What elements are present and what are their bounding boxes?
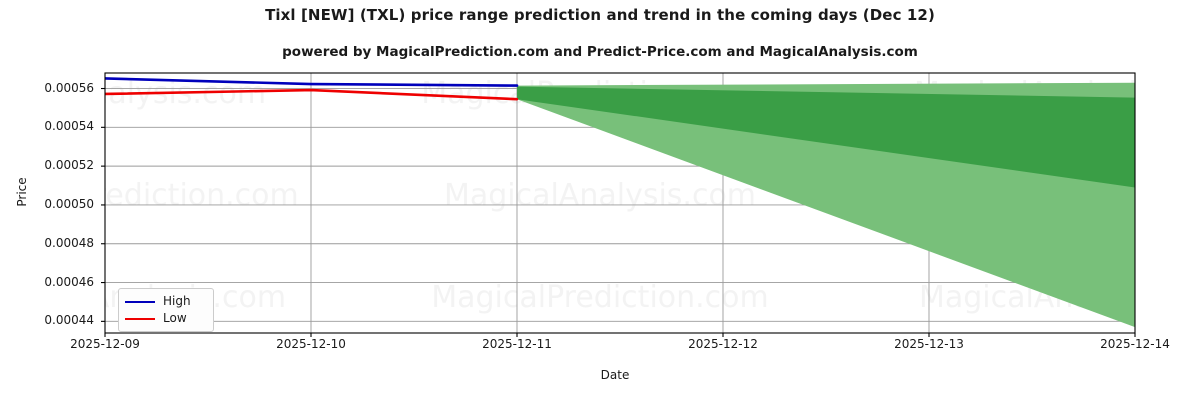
x-axis-title: Date (600, 368, 630, 382)
y-tick-label: 0.00052 (44, 158, 94, 173)
x-tick-label: 2025-12-12 (688, 337, 758, 351)
x-tick-label: 2025-12-10 (276, 337, 346, 351)
x-tick-label: 2025-12-11 (482, 337, 552, 351)
y-tick-label: 0.00044 (44, 313, 94, 328)
chart-subtitle: powered by MagicalPrediction.com and Pre… (282, 44, 918, 60)
legend-label-high: High (163, 294, 191, 308)
legend-swatch-high (125, 300, 155, 303)
tickmark-layer (101, 87, 1136, 337)
legend-item-low: Low (125, 310, 207, 327)
legend-item-high: High (125, 293, 207, 310)
low-price-line (105, 88, 519, 101)
legend-swatch-low (125, 317, 155, 320)
y-tick-label: 0.00046 (44, 274, 94, 289)
watermark-text: MagicalPrediction.com (431, 280, 769, 315)
y-tick-label: 0.00054 (44, 119, 94, 134)
y-tick-label: 0.00050 (44, 196, 94, 211)
x-tick-label: 2025-12-09 (70, 337, 140, 351)
watermark-text: MagicalPrediction.com (0, 178, 299, 213)
inner-forecast-band (517, 86, 1135, 188)
high-price-line (105, 77, 519, 87)
x-tick-label: 2025-12-14 (1100, 337, 1170, 351)
plot-border (104, 72, 1136, 334)
watermark-text: MagicalAnalysis.com (444, 178, 756, 213)
chart-legend[interactable]: High Low (118, 288, 214, 332)
legend-label-low: Low (163, 311, 187, 325)
y-tick-label: 0.00056 (44, 80, 94, 95)
y-tick-label: 0.00048 (44, 235, 94, 250)
x-tick-label: 2025-12-13 (894, 337, 964, 351)
y-axis-title: Price (15, 177, 29, 207)
chart-title: Tixl [NEW] (TXL) price range prediction … (265, 6, 935, 24)
